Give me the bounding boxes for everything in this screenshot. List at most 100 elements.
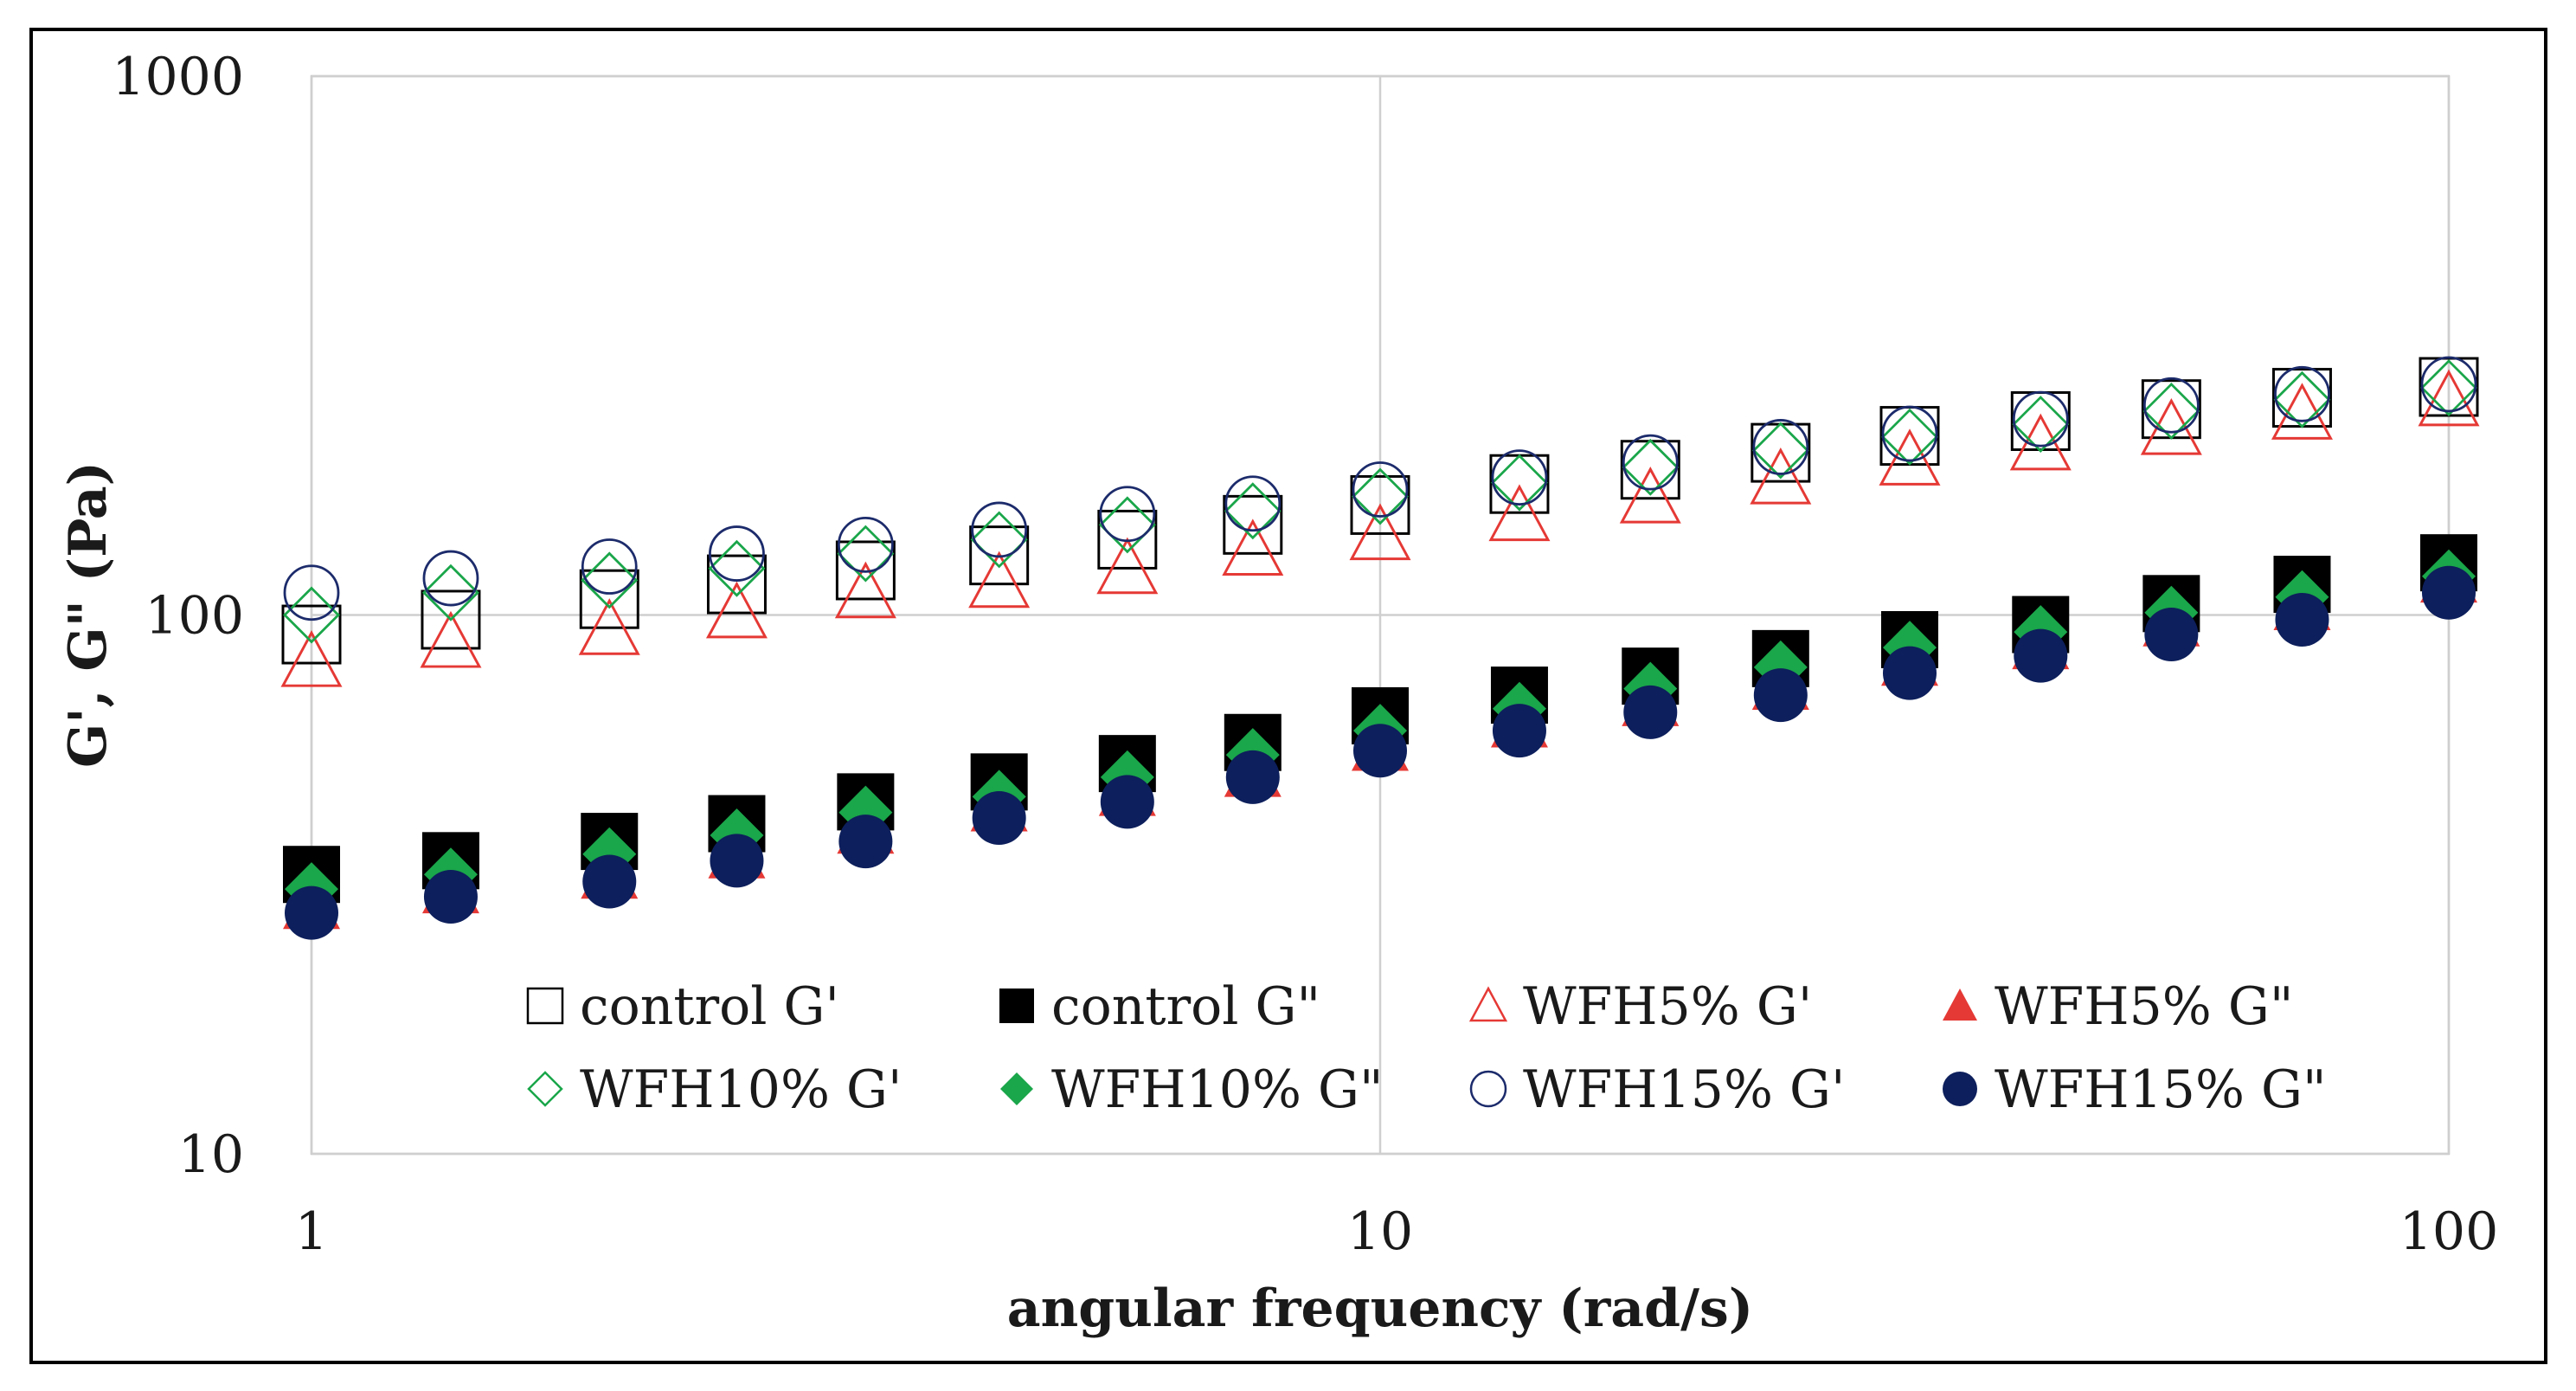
data-point — [283, 586, 340, 644]
data-point — [420, 610, 482, 668]
data-point — [1099, 486, 1156, 543]
legend-label: WFH5% G" — [1995, 976, 2293, 1037]
data-point — [2144, 608, 2199, 662]
data-point — [1352, 461, 1409, 518]
data-point — [1622, 434, 1679, 491]
data-point — [1619, 466, 1681, 524]
legend-marker — [526, 987, 564, 1025]
data-point — [2420, 359, 2477, 417]
data-point — [1753, 668, 1808, 723]
data-point — [1882, 646, 1937, 700]
data-point — [970, 511, 1028, 569]
data-point — [835, 540, 896, 601]
data-point — [2014, 628, 2068, 683]
data-point — [422, 550, 479, 607]
y-tick-label: 1000 — [112, 47, 244, 107]
data-point — [1223, 494, 1283, 555]
legend-label: control G' — [580, 976, 839, 1037]
data-point — [579, 569, 639, 629]
data-point — [706, 554, 767, 615]
legend-marker — [1000, 1072, 1033, 1105]
data-point — [971, 501, 1028, 558]
tick-labels: 1 10 100 10 100 1000 — [112, 47, 2498, 1262]
data-point — [2420, 356, 2477, 413]
legend-label: WFH5% G' — [1523, 976, 1812, 1037]
data-point — [1224, 475, 1282, 532]
legend-marker — [1943, 1072, 1977, 1106]
data-point — [1622, 438, 1680, 496]
data-point — [834, 561, 896, 619]
data-point — [1225, 750, 1280, 804]
data-point — [1488, 484, 1551, 542]
x-tick-label: 1 — [295, 1201, 328, 1262]
data-point — [1222, 518, 1284, 576]
y-tick-label: 10 — [178, 1124, 244, 1185]
data-point — [838, 815, 893, 869]
data-point — [2422, 565, 2476, 620]
data-point — [1750, 447, 1812, 505]
data-point — [283, 564, 340, 621]
data-point — [1100, 775, 1154, 829]
data-point — [1881, 405, 1938, 462]
data-point — [285, 885, 338, 940]
series-wfh10%-g- — [283, 359, 2477, 644]
data-point — [2012, 390, 2069, 448]
data-point — [582, 854, 637, 909]
data-point — [1623, 685, 1678, 739]
data-point — [1492, 704, 1546, 758]
data-point — [423, 869, 478, 924]
data-point — [972, 791, 1026, 846]
legend-marker — [527, 1071, 563, 1107]
series-wfh15%-g- — [283, 356, 2477, 621]
data-point — [1881, 408, 1938, 466]
legend-marker — [999, 989, 1034, 1023]
data-point — [1353, 724, 1407, 778]
data-markers — [280, 356, 2480, 940]
data-point — [1491, 449, 1548, 506]
data-point — [581, 551, 639, 609]
data-point — [421, 563, 479, 621]
data-point — [280, 630, 343, 687]
data-point — [281, 604, 342, 665]
data-point — [2273, 370, 2331, 428]
data-point — [1224, 482, 1282, 540]
data-point — [708, 539, 766, 597]
grid — [310, 74, 2451, 1156]
data-point — [2012, 396, 2070, 454]
data-point — [1490, 454, 1548, 512]
legend-label: control G" — [1051, 976, 1320, 1037]
data-point — [710, 834, 764, 888]
data-point — [1349, 503, 1411, 561]
legend-label: WFH10% G" — [1051, 1059, 1384, 1120]
legend-marker — [1469, 1070, 1507, 1108]
data-point — [578, 598, 640, 655]
data-point — [1098, 496, 1156, 554]
legend-marker — [1468, 986, 1508, 1022]
legend-marker — [1943, 989, 1977, 1021]
data-point — [705, 581, 768, 639]
y-tick-label: 100 — [145, 586, 244, 647]
data-point — [1751, 422, 1809, 480]
y-axis-label: G', G" (Pa) — [58, 461, 119, 768]
data-point — [2275, 592, 2329, 647]
legend-label: WFH10% G' — [580, 1059, 902, 1120]
legend-label: WFH15% G" — [1995, 1059, 2327, 1120]
data-point — [2418, 369, 2480, 427]
legend-label: WFH15% G' — [1523, 1059, 1845, 1120]
data-point — [2142, 382, 2200, 440]
data-point — [2142, 377, 2200, 434]
x-tick-label: 10 — [1347, 1201, 1413, 1262]
data-point — [1352, 467, 1409, 525]
data-point — [837, 516, 894, 573]
data-point — [2274, 365, 2330, 422]
figure-frame — [29, 28, 2547, 1364]
data-point — [581, 538, 638, 595]
data-point — [709, 525, 765, 582]
data-point — [1350, 474, 1410, 535]
x-tick-label: 100 — [2399, 1201, 2499, 1262]
data-point — [969, 525, 1030, 586]
data-point — [1752, 419, 1809, 475]
data-point — [837, 525, 895, 583]
data-point — [1097, 509, 1158, 570]
